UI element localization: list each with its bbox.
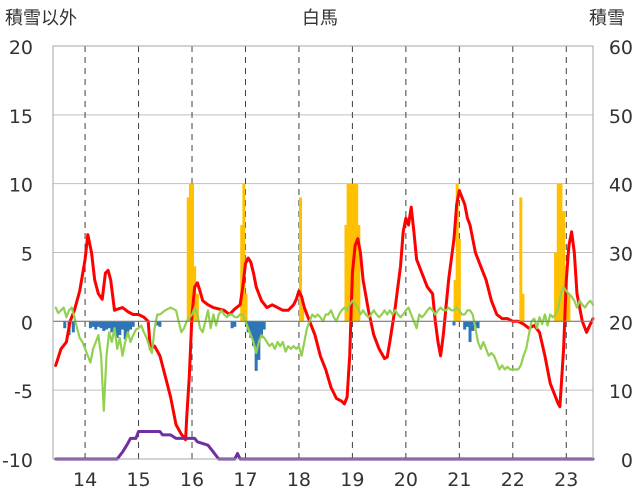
orange-bar (299, 197, 303, 322)
orange-bar (240, 224, 244, 322)
blue-bar (251, 321, 255, 347)
blue-bar (121, 321, 125, 330)
orange-bar (188, 183, 192, 322)
orange-bar (242, 183, 246, 322)
y-right-tick-label: 20 (609, 312, 633, 334)
x-tick-label: 18 (287, 469, 311, 491)
y-left-tick-label: 20 (9, 37, 33, 59)
blue-bar (476, 321, 480, 329)
grid (53, 45, 593, 460)
blue-bar (88, 321, 92, 329)
blue-bar (158, 321, 162, 327)
blue-bar (233, 321, 237, 327)
blue-bar (118, 321, 122, 336)
blue-bar (468, 321, 472, 342)
bar-series (63, 183, 571, 371)
blue-bar (126, 321, 130, 333)
x-tick-label: 15 (126, 469, 150, 491)
blue-bar (107, 321, 111, 329)
blue-bar (471, 321, 475, 331)
blue-bar (63, 321, 67, 329)
plot-border (52, 45, 594, 460)
orange-bar (346, 183, 350, 322)
blue-bar (452, 321, 456, 326)
y-left-tick-label: 0 (21, 312, 33, 334)
y-right-tick-label: 40 (609, 175, 633, 197)
blue-bar (104, 321, 108, 330)
x-tick-label: 23 (554, 469, 578, 491)
orange-bar (455, 183, 459, 322)
y-right-tick-label: 30 (609, 244, 633, 266)
orange-bar (244, 293, 248, 322)
x-tick-label: 21 (447, 469, 471, 491)
blue-bar (131, 321, 135, 327)
blue-bar (262, 321, 266, 330)
blue-bar (110, 321, 114, 333)
line-series (53, 189, 595, 461)
left-axis-label: 積雪以外 (5, 8, 77, 29)
x-tick-label: 20 (394, 469, 418, 491)
orange-bar (350, 183, 354, 322)
blue-bar (91, 321, 95, 327)
blue-bar (123, 321, 127, 340)
y-right-tick-label: 60 (609, 37, 633, 59)
orange-bar (357, 224, 361, 322)
blue-bar (465, 321, 469, 327)
blue-bar (249, 321, 253, 338)
y-right-tick-label: 10 (609, 381, 633, 403)
orange-bar (344, 224, 348, 322)
orange-bar (355, 183, 359, 322)
orange-bar (453, 280, 457, 322)
blue-bar (96, 321, 100, 327)
axes: -10 -5 0 5 10 15 20 0 10 20 30 40 50 60 14 15 16 17 18 19 20… (2, 37, 633, 491)
blue-bar (99, 321, 103, 329)
orange-bar (457, 238, 461, 322)
right-axis-label: 積雪 (589, 8, 625, 29)
y-right-tick-label: 0 (621, 450, 633, 472)
red-line (54, 189, 595, 442)
blue-bar (71, 321, 75, 333)
blue-bar (463, 321, 467, 330)
blue-bar (155, 321, 159, 326)
y-left-tick-label: 10 (9, 175, 33, 197)
orange-bar (301, 307, 305, 322)
y-left-tick-label: -5 (14, 381, 33, 403)
green-line (54, 285, 595, 412)
x-tick-label: 14 (73, 469, 97, 491)
orange-bar (556, 183, 560, 322)
chart-title: 白馬 (302, 8, 338, 29)
blue-bar (260, 321, 264, 338)
y-left-tick-label: 15 (9, 106, 33, 128)
orange-bar (519, 197, 523, 322)
x-tick-label: 16 (180, 469, 204, 491)
orange-bar (567, 293, 571, 322)
blue-bar (115, 321, 119, 338)
orange-bar (562, 211, 566, 322)
orange-bar (521, 293, 525, 322)
x-tick-label: 17 (233, 469, 257, 491)
y-left-tick-label: 5 (21, 244, 33, 266)
orange-bar (554, 252, 558, 322)
orange-bar (195, 293, 199, 322)
blue-bar (254, 321, 258, 371)
blue-bar (94, 321, 98, 330)
blue-bar (230, 321, 234, 329)
x-tick-label: 22 (501, 469, 525, 491)
x-tick-label: 19 (340, 469, 364, 491)
blue-bar (129, 321, 133, 330)
orange-bar (186, 197, 190, 322)
orange-bar (191, 183, 195, 322)
blue-bar (112, 321, 116, 331)
y-left-tick-label: -10 (2, 450, 33, 472)
orange-bar (348, 183, 352, 322)
blue-bar (102, 321, 106, 331)
y-right-tick-label: 50 (609, 106, 633, 128)
orange-bar (559, 183, 563, 322)
